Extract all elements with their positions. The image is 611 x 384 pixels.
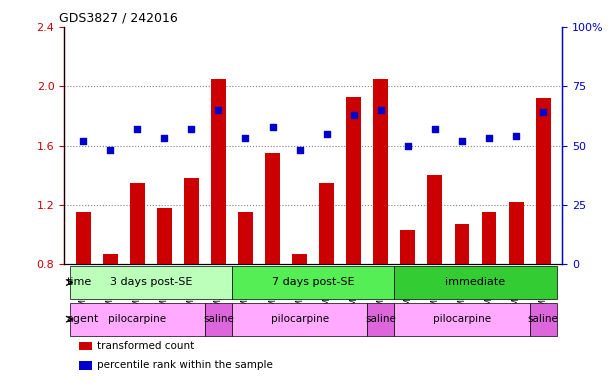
- Bar: [79, 361, 92, 370]
- Bar: [367, 303, 394, 336]
- Point: [105, 147, 115, 153]
- Bar: [232, 266, 394, 299]
- Point: [376, 107, 386, 113]
- Bar: [373, 79, 388, 264]
- Point: [186, 126, 196, 132]
- Bar: [232, 303, 367, 336]
- Point: [133, 126, 142, 132]
- Text: time: time: [67, 278, 92, 288]
- Point: [403, 142, 413, 149]
- Bar: [530, 303, 557, 336]
- Bar: [103, 254, 117, 264]
- Bar: [238, 212, 253, 264]
- Point: [213, 107, 223, 113]
- Bar: [481, 212, 497, 264]
- Point: [241, 135, 251, 141]
- Text: 3 days post-SE: 3 days post-SE: [109, 278, 192, 288]
- Point: [268, 124, 277, 130]
- Point: [457, 138, 467, 144]
- Point: [322, 131, 332, 137]
- Bar: [76, 212, 90, 264]
- Point: [484, 135, 494, 141]
- Text: pilocarpine: pilocarpine: [433, 314, 491, 324]
- Bar: [70, 266, 232, 299]
- Bar: [319, 182, 334, 264]
- Point: [78, 138, 88, 144]
- Bar: [509, 202, 524, 264]
- Point: [349, 112, 359, 118]
- Text: immediate: immediate: [445, 278, 505, 288]
- Text: percentile rank within the sample: percentile rank within the sample: [97, 361, 273, 371]
- Text: GDS3827 / 242016: GDS3827 / 242016: [59, 11, 178, 24]
- Text: saline: saline: [528, 314, 558, 324]
- Bar: [70, 303, 205, 336]
- Bar: [428, 175, 442, 264]
- Bar: [265, 153, 280, 264]
- Bar: [394, 303, 530, 336]
- Bar: [455, 224, 469, 264]
- Text: saline: saline: [203, 314, 234, 324]
- Bar: [536, 98, 551, 264]
- Point: [295, 147, 304, 153]
- Bar: [79, 342, 92, 350]
- Bar: [184, 178, 199, 264]
- Point: [159, 135, 169, 141]
- Bar: [394, 266, 557, 299]
- Bar: [211, 79, 226, 264]
- Text: 7 days post-SE: 7 days post-SE: [272, 278, 354, 288]
- Bar: [130, 182, 145, 264]
- Point: [511, 133, 521, 139]
- Point: [430, 126, 440, 132]
- Bar: [346, 97, 361, 264]
- Text: transformed count: transformed count: [97, 341, 194, 351]
- Text: pilocarpine: pilocarpine: [271, 314, 329, 324]
- Bar: [157, 208, 172, 264]
- Bar: [292, 254, 307, 264]
- Bar: [400, 230, 415, 264]
- Point: [538, 109, 548, 115]
- Text: pilocarpine: pilocarpine: [108, 314, 166, 324]
- Text: agent: agent: [67, 314, 99, 324]
- Bar: [205, 303, 232, 336]
- Text: saline: saline: [365, 314, 396, 324]
